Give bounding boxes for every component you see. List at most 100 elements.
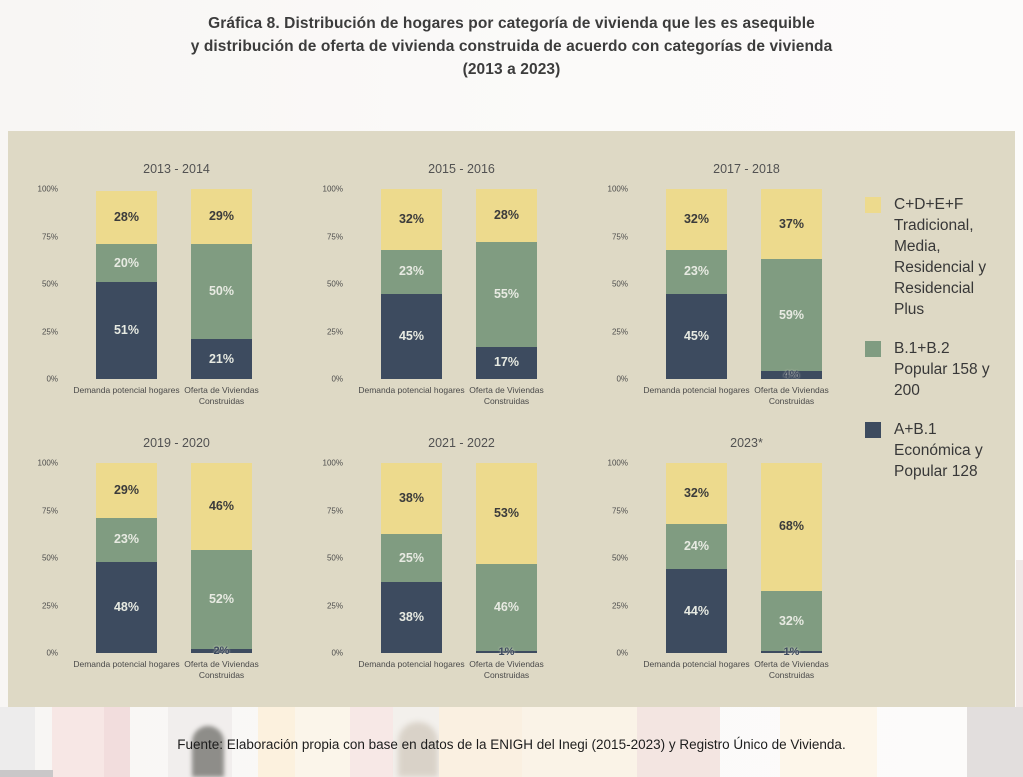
y-tick: 50% xyxy=(326,553,343,563)
segment-label: 4% xyxy=(783,368,800,381)
bar-category-label: Oferta de Viviendas Construidas xyxy=(184,385,259,407)
legend-label: B.1+B.2 Popular 158 y 200 xyxy=(894,340,990,399)
chart-2019-2020: 2019 - 2020 100% 75% 50% 25% 0% 48% 23% 29% Deman… xyxy=(10,431,295,705)
bar-segment: 32% xyxy=(761,590,822,652)
y-tick: 100% xyxy=(37,458,58,468)
y-tick: 25% xyxy=(611,601,628,610)
background-stripe xyxy=(637,707,720,777)
bar-segment: 21% xyxy=(191,339,252,379)
segment-label: 32% xyxy=(778,613,805,628)
segment-label: 46% xyxy=(208,499,235,514)
background-stripe xyxy=(258,707,295,777)
segment-label: 29% xyxy=(208,209,235,224)
bar-segment: 4% xyxy=(761,368,822,381)
y-tick: 50% xyxy=(611,553,628,563)
bar-column: 45% 23% 32% Demanda potencial hogares xyxy=(358,189,465,407)
bar-category-label: Demanda potencial hogares xyxy=(643,385,750,395)
segment-label: 59% xyxy=(778,307,805,322)
bar-column: 44% 24% 32% Demanda potencial hogares xyxy=(643,463,750,681)
legend-swatch xyxy=(865,197,881,213)
segment-label: 46% xyxy=(493,599,520,614)
segment-label: 32% xyxy=(683,211,710,226)
stacked-bar: 45% 23% 32% xyxy=(666,189,727,379)
segment-label: 53% xyxy=(493,505,520,520)
stacked-bar: 21% 50% 29% xyxy=(191,189,252,379)
figure-title: Gráfica 8. Distribución de hogares por c… xyxy=(0,12,1023,81)
background-stripe xyxy=(295,707,350,777)
bar-column: 17% 55% 28% Oferta de Viviendas Construidas xyxy=(469,189,544,407)
bars-area: 48% 23% 29% Demanda potencial hogares 2% 52% 4… xyxy=(73,463,259,681)
background-stripe xyxy=(780,707,877,777)
bar-segment: 44% xyxy=(666,569,727,653)
background-stripe xyxy=(522,707,637,777)
bar-segment: 32% xyxy=(666,463,727,524)
legend-item: B.1+B.2 Popular 158 y 200 xyxy=(865,338,1015,401)
background-stripe xyxy=(0,770,53,777)
segment-label: 23% xyxy=(113,532,140,547)
bar-segment: 29% xyxy=(96,463,157,519)
segment-label: 28% xyxy=(493,208,520,223)
segment-label: 52% xyxy=(208,592,235,607)
bar-segment: 68% xyxy=(761,463,822,591)
bar-segment: 37% xyxy=(761,189,822,260)
segment-label: 29% xyxy=(113,483,140,498)
y-axis: 100% 75% 50% 25% 0% xyxy=(25,185,58,384)
y-tick: 50% xyxy=(326,279,343,289)
stacked-bar: 48% 23% 29% xyxy=(96,463,157,653)
segment-label: 32% xyxy=(683,485,710,500)
plot-area: 100% 75% 50% 25% 0% 45% 23% 32% Demanda potencia… xyxy=(580,185,865,407)
y-tick: 100% xyxy=(607,184,628,194)
chart-2023-: 2023* 100% 75% 50% 25% 0% 44% 24% 32% Demanda pot… xyxy=(580,431,865,705)
y-tick: 50% xyxy=(41,553,58,563)
y-axis: 100% 75% 50% 25% 0% xyxy=(310,185,343,384)
background-stripe xyxy=(104,707,130,777)
y-axis: 100% 75% 50% 25% 0% xyxy=(595,459,628,658)
bar-category-label: Demanda potencial hogares xyxy=(73,385,180,395)
y-tick: 75% xyxy=(41,506,58,515)
bars-area: 44% 24% 32% Demanda potencial hogares 1% 32% 6… xyxy=(643,463,829,681)
segment-label: 32% xyxy=(398,211,425,226)
figure-title-line-1: Gráfica 8. Distribución de hogares por c… xyxy=(208,15,815,32)
stacked-bar: 1% 32% 68% xyxy=(761,463,822,658)
bar-segment: 23% xyxy=(666,249,727,294)
y-tick: 0% xyxy=(331,648,343,658)
chart-2015-2016: 2015 - 2016 100% 75% 50% 25% 0% 45% 23% 32% Deman… xyxy=(295,157,580,431)
stacked-bar: 4% 59% 37% xyxy=(761,189,822,381)
bar-segment: 1% xyxy=(761,646,822,658)
legend-item: C+D+E+F Tradicional, Media, Residencial … xyxy=(865,194,1015,320)
legend-swatch xyxy=(865,341,881,357)
legend-label: C+D+E+F Tradicional, Media, Residencial … xyxy=(894,196,987,318)
bar-column: 1% 46% 53% Oferta de Viviendas Construidas xyxy=(469,463,544,681)
legend: C+D+E+F Tradicional, Media, Residencial … xyxy=(865,157,1015,705)
bars-area: 38% 25% 38% Demanda potencial hogares 1% 46% 5… xyxy=(358,463,544,681)
bar-segment: 52% xyxy=(191,550,252,650)
plot-area: 100% 75% 50% 25% 0% 51% 20% 28% Demanda potencia… xyxy=(10,185,295,407)
background-stripe xyxy=(0,707,35,777)
segment-label: 1% xyxy=(498,645,515,658)
background-monument-blur xyxy=(192,726,224,777)
plot-area: 100% 75% 50% 25% 0% 44% 24% 32% Demanda potencia… xyxy=(580,459,865,681)
bar-segment: 45% xyxy=(666,293,727,379)
bar-segment: 20% xyxy=(96,244,157,283)
bar-segment: 24% xyxy=(666,523,727,570)
segment-label: 50% xyxy=(208,284,235,299)
y-tick: 75% xyxy=(326,506,343,515)
segment-label: 17% xyxy=(493,355,520,370)
segment-label: 44% xyxy=(683,603,710,618)
stacked-bar: 51% 20% 28% xyxy=(96,189,157,379)
figure-title-line-2: y distribución de oferta de vivienda con… xyxy=(190,38,833,55)
segment-label: 38% xyxy=(398,491,425,506)
segment-label: 51% xyxy=(113,323,140,338)
y-tick: 75% xyxy=(326,232,343,241)
chart-panel: 2013 - 2014 100% 75% 50% 25% 0% 51% 20% 28% Deman… xyxy=(8,131,1015,707)
segment-label: 21% xyxy=(208,351,235,366)
segment-label: 2% xyxy=(213,644,230,657)
segment-label: 28% xyxy=(113,210,140,225)
y-tick: 0% xyxy=(46,374,58,384)
legend-item: A+B.1 Económica y Popular 128 xyxy=(865,419,1015,482)
bar-column: 2% 52% 46% Oferta de Viviendas Construidas xyxy=(184,463,259,681)
bar-column: 38% 25% 38% Demanda potencial hogares xyxy=(358,463,465,681)
segment-label: 20% xyxy=(113,255,140,270)
chart-title: 2015 - 2016 xyxy=(428,162,495,176)
y-tick: 75% xyxy=(41,232,58,241)
